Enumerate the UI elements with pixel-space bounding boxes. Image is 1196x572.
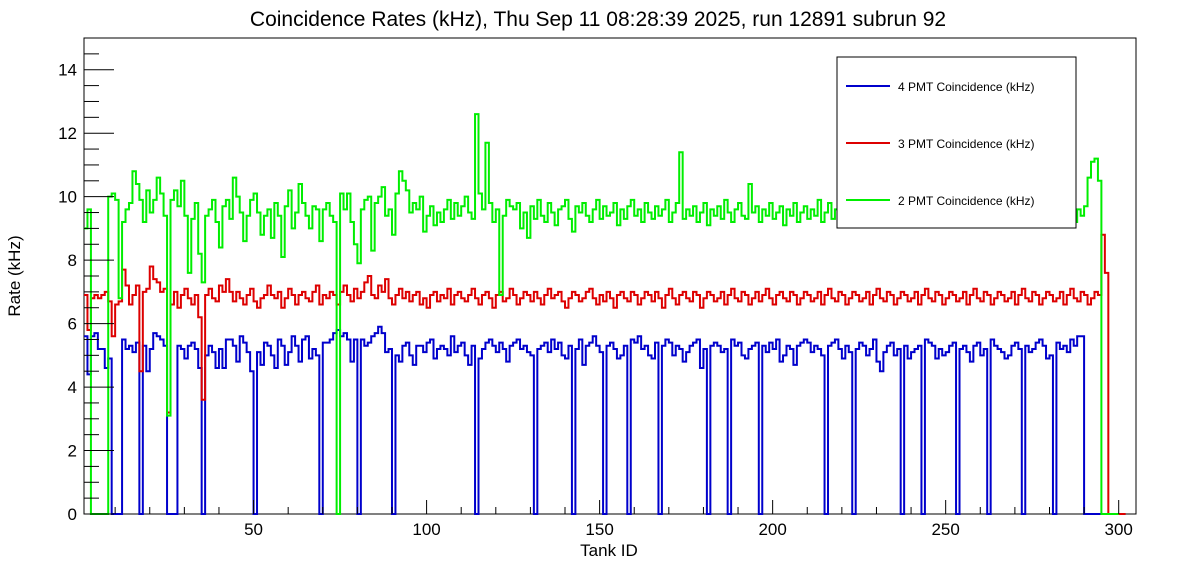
legend-label-2: 3 PMT Coincidence (kHz) xyxy=(898,137,1035,151)
y-tick-label: 6 xyxy=(68,315,77,334)
x-tick-label: 100 xyxy=(412,520,440,539)
x-tick-label: 150 xyxy=(585,520,613,539)
series-line-2 xyxy=(84,233,1126,515)
legend-label-3: 2 PMT Coincidence (kHz) xyxy=(898,194,1035,208)
legend-label-1: 4 PMT Coincidence (kHz) xyxy=(898,80,1035,94)
y-tick-label: 0 xyxy=(68,505,77,524)
y-tick-label: 8 xyxy=(68,251,77,270)
y-tick-label: 14 xyxy=(58,61,77,80)
y-tick-label: 2 xyxy=(68,442,77,461)
y-tick-label: 10 xyxy=(58,188,77,207)
y-tick-label: 12 xyxy=(58,124,77,143)
x-axis-label: Tank ID xyxy=(580,541,638,560)
legend: 4 PMT Coincidence (kHz) 3 PMT Coincidence… xyxy=(836,56,1077,229)
y-tick-label: 4 xyxy=(68,378,77,397)
x-tick-label: 200 xyxy=(758,520,786,539)
x-tick-label: 250 xyxy=(931,520,959,539)
series-line-1 xyxy=(84,325,1102,515)
x-tick-label: 300 xyxy=(1105,520,1133,539)
chart-title: Coincidence Rates (kHz), Thu Sep 11 08:2… xyxy=(250,8,946,31)
x-axis: 50 100 150 200 250 300 xyxy=(114,500,1133,539)
x-tick-label: 50 xyxy=(244,520,263,539)
y-axis-label: Rate (kHz) xyxy=(5,235,24,316)
y-axis: 0 2 4 6 8 10 12 14 xyxy=(58,37,114,524)
